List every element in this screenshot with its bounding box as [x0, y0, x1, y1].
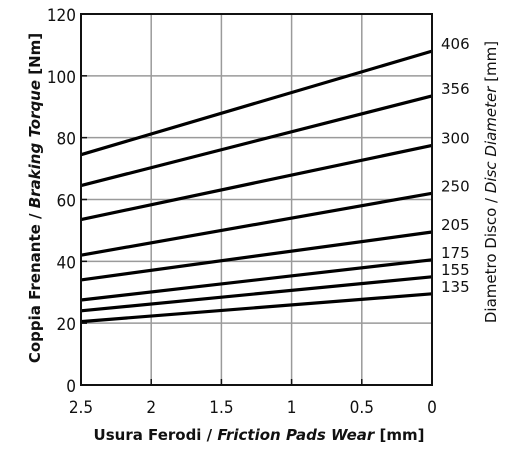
y-axis-title: Coppia Frenante / Braking Torque [Nm] — [26, 33, 44, 363]
x-tick-label: 0.5 — [350, 398, 374, 418]
grid — [81, 14, 432, 385]
series-line-205 — [80, 230, 433, 282]
series-label-300: 300 — [441, 129, 470, 147]
series-line-250 — [80, 191, 433, 257]
series-label-155: 155 — [441, 261, 470, 279]
y-tick-label: 80 — [57, 130, 76, 150]
series-label-406: 406 — [441, 35, 470, 53]
y-tick-label: 0 — [66, 377, 76, 397]
series-lines — [80, 49, 433, 324]
tick-labels: 2.5 2 1.5 1 0.5 0 0 20 40 60 80 100 120 — [47, 6, 437, 418]
y-tick-label: 60 — [57, 192, 76, 212]
y-tick-label: 100 — [47, 68, 76, 88]
series-line-155 — [80, 275, 433, 313]
x-tick-label: 2 — [146, 398, 156, 418]
series-label-175: 175 — [441, 244, 470, 262]
series-line-135 — [80, 292, 433, 324]
y-tick-label: 20 — [57, 315, 76, 335]
series-line-356 — [80, 94, 433, 188]
series-label-356: 356 — [441, 80, 470, 98]
series-line-175 — [80, 258, 433, 302]
secondary-axis-title: Diametro Disco / Disc Diameter [mm] — [482, 41, 500, 323]
x-tick-label: 0 — [427, 398, 437, 418]
series-label-135: 135 — [441, 278, 470, 296]
x-tick-label: 1 — [287, 398, 297, 418]
x-tick-label: 1.5 — [209, 398, 233, 418]
axis-ticks — [80, 13, 433, 386]
series-label-205: 205 — [441, 216, 470, 234]
y-tick-label: 40 — [57, 253, 76, 273]
series-line-406 — [80, 49, 433, 157]
x-axis-title: Usura Ferodi / Friction Pads Wear [mm] — [94, 426, 425, 444]
x-tick-label: 2.5 — [69, 398, 93, 418]
series-line-300 — [80, 143, 433, 222]
y-tick-label: 120 — [47, 6, 76, 26]
series-label-250: 250 — [441, 177, 470, 195]
